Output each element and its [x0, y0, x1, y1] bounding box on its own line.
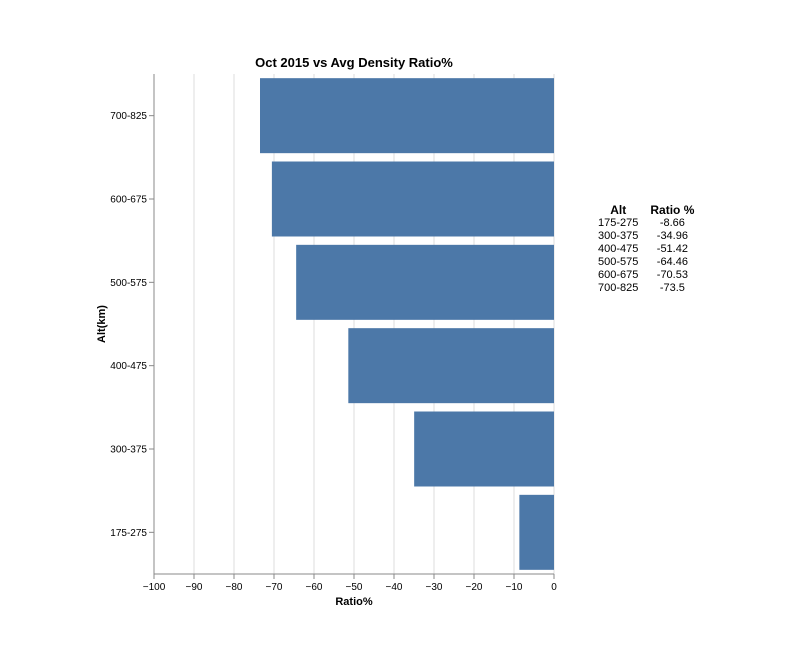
y-tick-label: 175-275 — [110, 528, 147, 539]
bar-700-825 — [260, 78, 554, 154]
table-cell-alt: 600-675 — [598, 269, 639, 281]
x-tick-label: −100 — [143, 582, 166, 593]
y-tick-label: 600-675 — [110, 195, 147, 206]
table-row: 400-475 -51.42 — [592, 243, 700, 256]
table-row: 300-375 -34.96 — [592, 230, 700, 243]
table-cell-ratio: -34.96 — [656, 230, 688, 242]
table-cell-ratio: -8.66 — [659, 217, 685, 229]
table-cell-alt: 300-375 — [598, 230, 639, 242]
table-row: 700-825 -73.5 — [592, 282, 700, 295]
grid-lines — [153, 74, 555, 574]
table-cell-alt: 175-275 — [598, 217, 639, 229]
table-cell-ratio: -51.42 — [656, 243, 688, 255]
table-header-ratio: Ratio % — [650, 203, 695, 217]
y-axis-title: Alt(km) — [96, 305, 108, 343]
bar-400-475 — [348, 328, 554, 404]
x-tick-label: −50 — [346, 582, 363, 593]
table-cell-ratio: -73.5 — [659, 282, 685, 294]
x-tick-label: −70 — [266, 582, 283, 593]
x-tick-label: −30 — [426, 582, 443, 593]
x-tick-label: −60 — [306, 582, 323, 593]
table-row: 500-575 -64.46 — [592, 256, 700, 269]
bar-175-275 — [519, 494, 554, 570]
table-header-alt: Alt — [610, 203, 627, 217]
x-tick-label: −20 — [466, 582, 483, 593]
table-cell-alt: 500-575 — [598, 256, 639, 268]
table-header-row: Alt Ratio % — [592, 204, 700, 217]
x-tick-label: −80 — [226, 582, 243, 593]
y-tick-label: 400-475 — [110, 361, 147, 372]
bar-500-575 — [296, 244, 554, 320]
x-tick-label: −40 — [386, 582, 403, 593]
y-axis: 700-825 600-675 500-575 400-475 300-375 175-2… — [110, 74, 155, 574]
x-tick-label: −10 — [506, 582, 523, 593]
table-cell-alt: 700-825 — [598, 282, 639, 294]
table-cell-ratio: -70.53 — [656, 269, 688, 281]
bar-300-375 — [414, 411, 554, 487]
x-tick-label: 0 — [551, 582, 557, 593]
table-row: 600-675 -70.53 — [592, 269, 700, 282]
table-row: 175-275 -8.66 — [592, 217, 700, 230]
y-tick-label: 700-825 — [110, 111, 147, 122]
x-axis: −100 −90 −80 −70 −60 −50 −40 −30 −20 −10 0 — [143, 573, 557, 593]
table-cell-ratio: -64.46 — [656, 256, 688, 268]
y-tick-label: 300-375 — [110, 445, 147, 456]
bars — [260, 78, 554, 570]
x-tick-label: −90 — [186, 582, 203, 593]
table-cell-alt: 400-475 — [598, 243, 639, 255]
chart-title: Oct 2015 vs Avg Density Ratio% — [255, 55, 453, 70]
x-axis-title: Ratio% — [335, 596, 373, 608]
bar-600-675 — [271, 161, 554, 237]
y-tick-label: 500-575 — [110, 278, 147, 289]
ratio-table: Alt Ratio % 175-275 -8.66 300-375 -34.96… — [592, 204, 700, 295]
